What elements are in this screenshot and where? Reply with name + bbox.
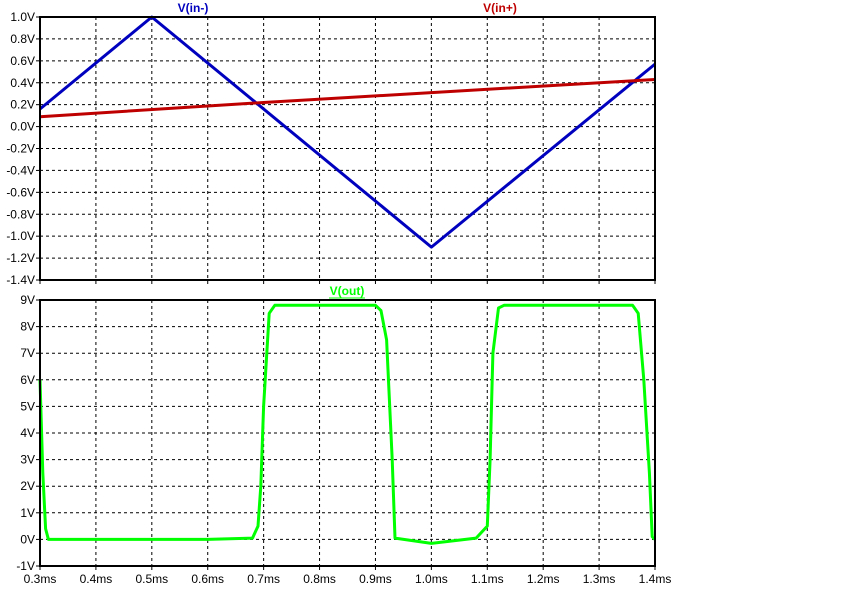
y-tick-label: -1.4V [6, 273, 35, 287]
x-tick-label: 1.3ms [583, 572, 616, 586]
x-tick-label: 1.0ms [415, 572, 448, 586]
x-tick-label: 1.4ms [639, 572, 672, 586]
y-tick-label: 0.8V [10, 32, 35, 46]
y-tick-label: -0.6V [6, 185, 35, 199]
y-tick-label: 5V [20, 399, 35, 413]
plot-frame [39, 299, 656, 567]
y-tick-label: 2V [20, 479, 35, 493]
y-tick-label: 9V [20, 293, 35, 307]
legend-label[interactable]: V(in+) [483, 1, 517, 15]
y-tick-label: 0.2V [10, 98, 35, 112]
y-tick-label: 0.6V [10, 54, 35, 68]
y-tick-label: 3V [20, 453, 35, 467]
y-tick-label: -0.2V [6, 142, 35, 156]
y-tick-label: 4V [20, 426, 35, 440]
y-tick-label: 1.0V [10, 10, 35, 24]
series-line [39, 78, 656, 119]
series-line [38, 303, 657, 545]
output-voltage-panel: 9V 8V 7V 6V 5V 4V 3V 2V 1V 0V -1V0.3ms 0.4ms 0.5ms 0.… [16, 284, 671, 586]
y-tick-label: 0.4V [10, 76, 35, 90]
x-tick-label: 0.4ms [80, 572, 113, 586]
y-tick-label: 0.0V [10, 120, 35, 134]
legend-label[interactable]: V(in-) [178, 1, 209, 15]
series-line [39, 15, 656, 249]
y-tick-label: 8V [20, 320, 35, 334]
x-tick-label: 0.7ms [247, 572, 280, 586]
x-tick-label: 1.2ms [527, 572, 560, 586]
x-tick-label: 0.9ms [359, 572, 392, 586]
y-tick-label: 1V [20, 506, 35, 520]
x-tick-label: 0.5ms [135, 572, 168, 586]
x-tick-label: 0.3ms [24, 572, 57, 586]
y-tick-label: 6V [20, 373, 35, 387]
x-tick-label: 0.6ms [191, 572, 224, 586]
legend-label[interactable]: V(out) [330, 284, 365, 298]
y-tick-label: -1.0V [6, 229, 35, 243]
y-tick-label: -1.2V [6, 251, 35, 265]
y-tick-label: -1V [16, 559, 35, 573]
y-tick-label: 0V [20, 532, 35, 546]
input-voltage-panel: 1.0V 0.8V 0.6V 0.4V 0.2V 0.0V -0.2V -0.4V -0.6V -… [6, 1, 656, 287]
plot-frame [39, 16, 656, 281]
y-tick-label: -0.8V [6, 207, 35, 221]
x-tick-label: 1.1ms [471, 572, 504, 586]
y-tick-label: 7V [20, 346, 35, 360]
y-tick-label: -0.4V [6, 163, 35, 177]
x-tick-label: 0.8ms [303, 572, 336, 586]
